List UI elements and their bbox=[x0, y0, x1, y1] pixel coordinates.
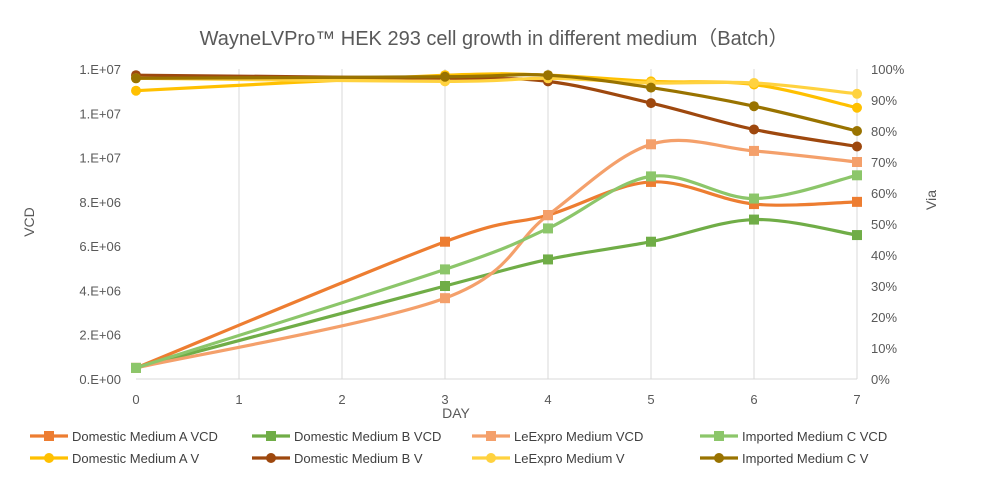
series-layer bbox=[131, 70, 862, 373]
data-point bbox=[852, 196, 862, 207]
data-point bbox=[749, 77, 759, 88]
data-point bbox=[852, 88, 862, 99]
legend-item: Domestic Medium B V bbox=[252, 451, 423, 466]
y2-tick-label: 40% bbox=[871, 248, 897, 263]
y2-tick-label: 30% bbox=[871, 279, 897, 294]
series-7 bbox=[131, 70, 862, 136]
data-point bbox=[543, 210, 553, 221]
data-point bbox=[543, 254, 553, 265]
x-tick-label: 2 bbox=[338, 392, 345, 407]
data-point bbox=[749, 101, 759, 112]
data-point bbox=[749, 145, 759, 156]
legend-marker bbox=[486, 431, 496, 441]
legend-marker bbox=[44, 453, 54, 463]
y-tick-label: 6.E+06 bbox=[79, 239, 121, 254]
legend-item: LeExpro Medium V bbox=[472, 451, 625, 466]
legend-label: Imported Medium C V bbox=[742, 451, 869, 466]
data-point bbox=[131, 362, 141, 373]
data-point bbox=[440, 264, 450, 275]
data-point bbox=[852, 141, 862, 152]
legend-marker bbox=[486, 453, 496, 463]
x-tick-label: 5 bbox=[647, 392, 654, 407]
left-axis-ticks: 0.E+00 2.E+06 4.E+06 6.E+06 8.E+06 1.E+07 1.E+… bbox=[79, 62, 121, 387]
data-point bbox=[646, 176, 656, 187]
data-point bbox=[749, 124, 759, 135]
legend-item: Imported Medium C VCD bbox=[700, 429, 887, 444]
legend-marker bbox=[714, 453, 724, 463]
data-point bbox=[852, 230, 862, 241]
data-point bbox=[646, 171, 656, 182]
y-tick-label: 4.E+06 bbox=[79, 283, 121, 298]
data-point bbox=[749, 199, 759, 210]
legend-marker bbox=[714, 431, 724, 441]
y-tick-label: 8.E+06 bbox=[79, 195, 121, 210]
legend-label: Domestic Medium B VCD bbox=[294, 429, 441, 444]
y2-tick-label: 60% bbox=[871, 186, 897, 201]
chart-title: WayneLVPro™ HEK 293 cell growth in diffe… bbox=[200, 27, 789, 50]
series-3 bbox=[131, 170, 862, 373]
legend-label: Domestic Medium A V bbox=[72, 451, 199, 466]
data-point bbox=[852, 126, 862, 136]
data-point bbox=[646, 98, 656, 109]
y2-tick-label: 80% bbox=[871, 124, 897, 139]
y2-tick-label: 20% bbox=[871, 310, 897, 325]
legend-item: LeExpro Medium VCD bbox=[472, 429, 643, 444]
x-tick-label: 7 bbox=[853, 392, 860, 407]
y-axis-title: VCD bbox=[21, 207, 37, 237]
legend-label: Domestic Medium B V bbox=[294, 451, 423, 466]
x-tick-label: 6 bbox=[750, 392, 757, 407]
data-point bbox=[543, 70, 553, 81]
x-axis-title: DAY bbox=[442, 405, 470, 421]
y2-tick-label: 0% bbox=[871, 372, 890, 387]
series-0 bbox=[131, 176, 862, 373]
legend: Domestic Medium A VCD Domestic Medium B V… bbox=[30, 429, 887, 466]
y2-tick-label: 100% bbox=[871, 62, 905, 77]
x-tick-label: 0 bbox=[132, 392, 139, 407]
data-point bbox=[749, 193, 759, 204]
x-tick-label: 3 bbox=[441, 392, 448, 407]
legend-marker bbox=[44, 431, 54, 441]
legend-label: Domestic Medium A VCD bbox=[72, 429, 218, 444]
y2-tick-label: 50% bbox=[871, 217, 897, 232]
legend-marker bbox=[266, 453, 276, 463]
y-tick-label: 1.E+07 bbox=[79, 151, 121, 166]
x-axis-ticks: 0 1 2 3 4 5 6 7 bbox=[132, 392, 860, 407]
data-point bbox=[646, 82, 656, 93]
data-point bbox=[646, 139, 656, 150]
y2-axis-title: Via bbox=[923, 190, 939, 210]
data-point bbox=[749, 214, 759, 225]
legend-label: LeExpro Medium V bbox=[514, 451, 625, 466]
y-tick-label: 1.E+07 bbox=[79, 62, 121, 77]
data-point bbox=[440, 236, 450, 247]
data-point bbox=[131, 73, 141, 84]
legend-item: Domestic Medium B VCD bbox=[252, 429, 441, 444]
legend-marker bbox=[266, 431, 276, 441]
right-axis-ticks: 0% 10% 20% 30% 40% 50% 60% 70% 80% 90% 100% bbox=[871, 62, 905, 387]
y2-tick-label: 70% bbox=[871, 155, 897, 170]
y2-tick-label: 90% bbox=[871, 93, 897, 108]
data-point bbox=[646, 236, 656, 247]
data-point bbox=[543, 223, 553, 234]
y-tick-label: 1.E+07 bbox=[79, 106, 121, 121]
series-1 bbox=[131, 214, 862, 373]
data-point bbox=[440, 293, 450, 304]
data-point bbox=[131, 85, 141, 96]
legend-item: Domestic Medium A VCD bbox=[30, 429, 218, 444]
x-tick-label: 1 bbox=[235, 392, 242, 407]
legend-item: Domestic Medium A V bbox=[30, 451, 199, 466]
y-tick-label: 2.E+06 bbox=[79, 328, 121, 343]
data-point bbox=[852, 157, 862, 167]
series-2 bbox=[131, 138, 862, 373]
y2-tick-label: 10% bbox=[871, 341, 897, 356]
data-point bbox=[440, 281, 450, 291]
data-point bbox=[852, 102, 862, 113]
data-point bbox=[440, 71, 450, 82]
legend-label: Imported Medium C VCD bbox=[742, 429, 887, 444]
y-tick-label: 0.E+00 bbox=[79, 372, 121, 387]
data-point bbox=[852, 170, 862, 181]
legend-label: LeExpro Medium VCD bbox=[514, 429, 643, 444]
legend-item: Imported Medium C V bbox=[700, 451, 869, 466]
x-tick-label: 4 bbox=[544, 392, 551, 407]
